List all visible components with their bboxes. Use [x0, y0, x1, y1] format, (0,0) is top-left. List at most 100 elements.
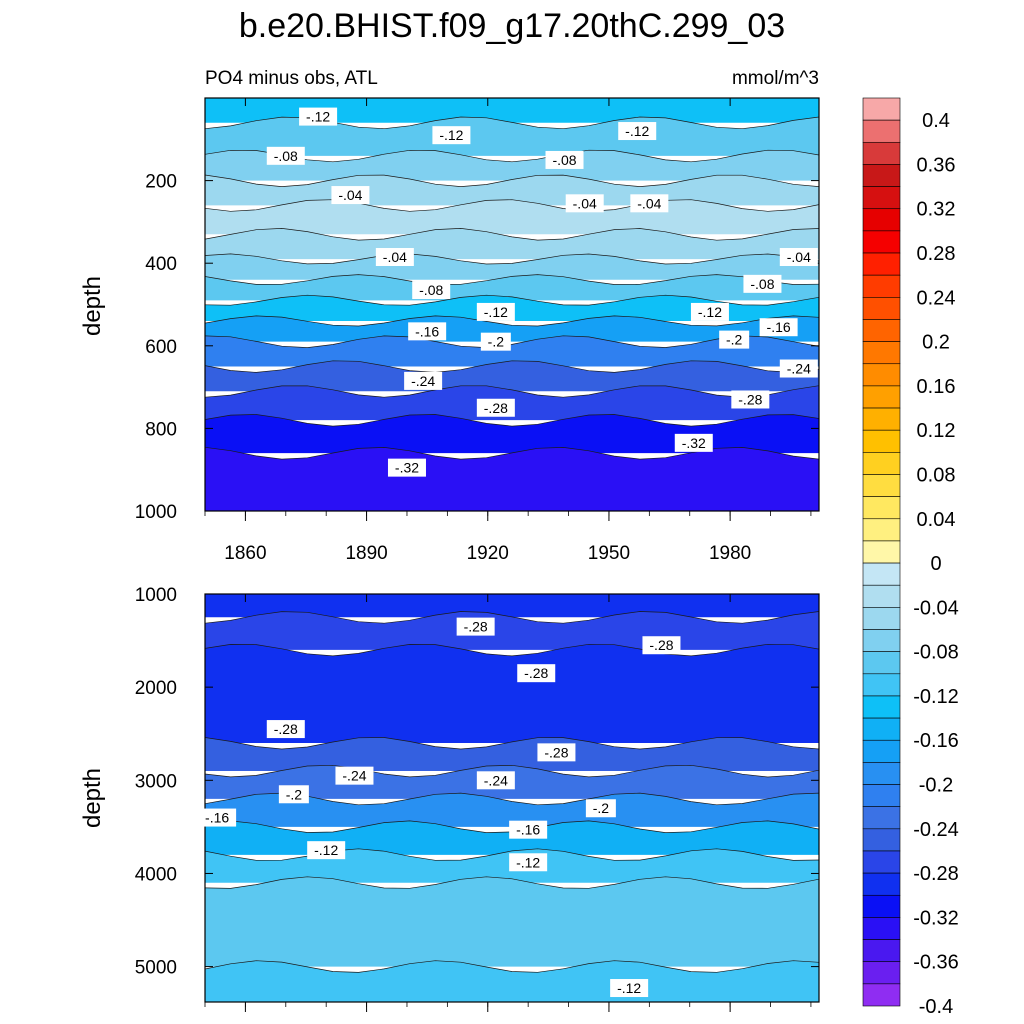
top-contour-band [205, 335, 819, 367]
svg-text:-.12: -.12 [314, 842, 338, 858]
svg-text:-.2: -.2 [726, 332, 743, 348]
colorbar-box [862, 164, 901, 187]
svg-text:-.08: -.08 [274, 148, 298, 164]
bottom-contour-line [205, 643, 819, 657]
bottom-contour-label: -.12 [610, 979, 649, 998]
bottom-contour-label: -.16 [198, 808, 237, 827]
top-contour-band [205, 360, 819, 392]
svg-text:-.12: -.12 [516, 854, 540, 870]
colorbar-box [862, 983, 901, 1007]
svg-text:-.08: -.08 [552, 152, 576, 168]
bottom-contour-line [205, 611, 819, 624]
colorbar-box [862, 562, 901, 586]
colorbar-box [862, 341, 901, 365]
top-contour-label: -.24 [779, 359, 818, 378]
colorbar-tick-label: 0 [930, 553, 941, 575]
colorbar-box [862, 407, 901, 431]
colorbar-tick-label: -0.36 [913, 952, 959, 974]
top-contour-line [205, 414, 819, 427]
svg-text:-.24: -.24 [342, 768, 366, 784]
colorbar-box [862, 297, 901, 320]
svg-text:-.12: -.12 [698, 304, 722, 320]
top-contour-line [205, 294, 819, 306]
colorbar-tick-label: -0.16 [913, 730, 959, 752]
colorbar-box [862, 252, 901, 276]
colorbar-tick-label: -0.08 [913, 642, 959, 664]
bottom-panel-ylabel: depth [79, 768, 106, 828]
svg-text:-.28: -.28 [544, 744, 568, 760]
svg-text:-.12: -.12 [439, 127, 463, 143]
svg-text:-.28: -.28 [464, 619, 488, 635]
svg-text:-.16: -.16 [415, 323, 439, 339]
top-contour-line [205, 385, 819, 398]
bottom-contour-label: -.2 [278, 785, 309, 804]
bottom-contour-label: -.24 [476, 771, 515, 790]
colorbar-box [862, 452, 901, 475]
top-contour-line [205, 253, 819, 265]
svg-text:-.28: -.28 [524, 665, 548, 681]
colorbar-tick-label: -0.24 [913, 819, 959, 841]
top-contour-label: -.04 [331, 186, 370, 205]
colorbar-tick-label: 0.12 [917, 420, 956, 442]
top-x-tick-label: 1860 [224, 543, 266, 564]
colorbar-box [862, 651, 901, 675]
top-contour-label: -.16 [759, 318, 798, 337]
bottom-y-tick-label: 2000 [135, 678, 177, 699]
top-contour-label: -.16 [408, 322, 447, 341]
bottom-contour-label: -.16 [509, 820, 548, 839]
colorbar-tick-label: -0.2 [919, 775, 953, 797]
colorbar-tick-label: -0.4 [919, 996, 953, 1018]
top-contour-band [205, 447, 819, 511]
top-x-tick-label: 1890 [345, 543, 387, 564]
svg-text:-.12: -.12 [617, 980, 641, 996]
bottom-y-tick-label: 5000 [135, 958, 177, 979]
colorbar-tick-label: 0.28 [917, 243, 956, 265]
colorbar-box [862, 141, 901, 165]
colorbar-box [862, 673, 901, 697]
top-plot-frame [204, 97, 820, 512]
bottom-contour-label: -.2 [585, 799, 616, 818]
bottom-contour-band [205, 793, 819, 827]
figure-title: b.e20.BHIST.f09_g17.20thC.299_03 [239, 7, 785, 45]
colorbar-tick-label: -0.04 [913, 597, 959, 619]
colorbar-box [862, 208, 901, 232]
top-contour-label: -.32 [387, 458, 426, 477]
colorbar-tick-label: -0.28 [913, 863, 959, 885]
colorbar-box [862, 363, 901, 387]
colorbar-box [862, 584, 901, 608]
colorbar-box [862, 429, 901, 453]
colorbar-tick-label: 0.24 [917, 287, 956, 309]
top-contour-line [205, 360, 819, 373]
svg-text:-.04: -.04 [383, 249, 407, 265]
colorbar-box [862, 385, 901, 409]
bottom-contour-label: -.28 [642, 636, 681, 655]
bottom-contour-label: -.28 [537, 743, 576, 762]
top-panel-ylabel: depth [79, 276, 106, 336]
top-contour-band [205, 228, 819, 260]
colorbar-box [862, 97, 901, 121]
bottom-contour-band [205, 594, 819, 618]
top-contour-band [205, 253, 819, 280]
colorbar-box [862, 629, 901, 652]
bottom-contour-label: -.28 [517, 664, 556, 683]
colorbar-box [862, 496, 901, 520]
top-x-tick-label: 1980 [709, 543, 751, 564]
top-contour-label: -.08 [412, 281, 451, 300]
colorbar-box [862, 872, 901, 896]
svg-text:-.28: -.28 [738, 391, 762, 407]
colorbar-box [862, 119, 901, 143]
colorbar-tick-label: 0.36 [917, 154, 956, 176]
top-contour-label: -.28 [476, 398, 515, 417]
colorbar-tick-label: 0.32 [917, 199, 956, 221]
svg-text:-.16: -.16 [516, 822, 540, 838]
bottom-plot-area: 1000 2000 3000 4000 5000 -.28 -.28 -.28 -.28 -.28… [135, 585, 820, 1012]
colorbar-box [862, 186, 901, 210]
top-contour-label: -.04 [630, 194, 669, 213]
colorbar-tick-label: 0.4 [922, 110, 950, 132]
top-y-tick-label: 600 [145, 337, 177, 358]
top-contour-label: -.04 [779, 248, 818, 267]
colorbar-box [862, 806, 901, 830]
top-contour-label: -.32 [674, 433, 713, 452]
colorbar-box [862, 828, 901, 852]
